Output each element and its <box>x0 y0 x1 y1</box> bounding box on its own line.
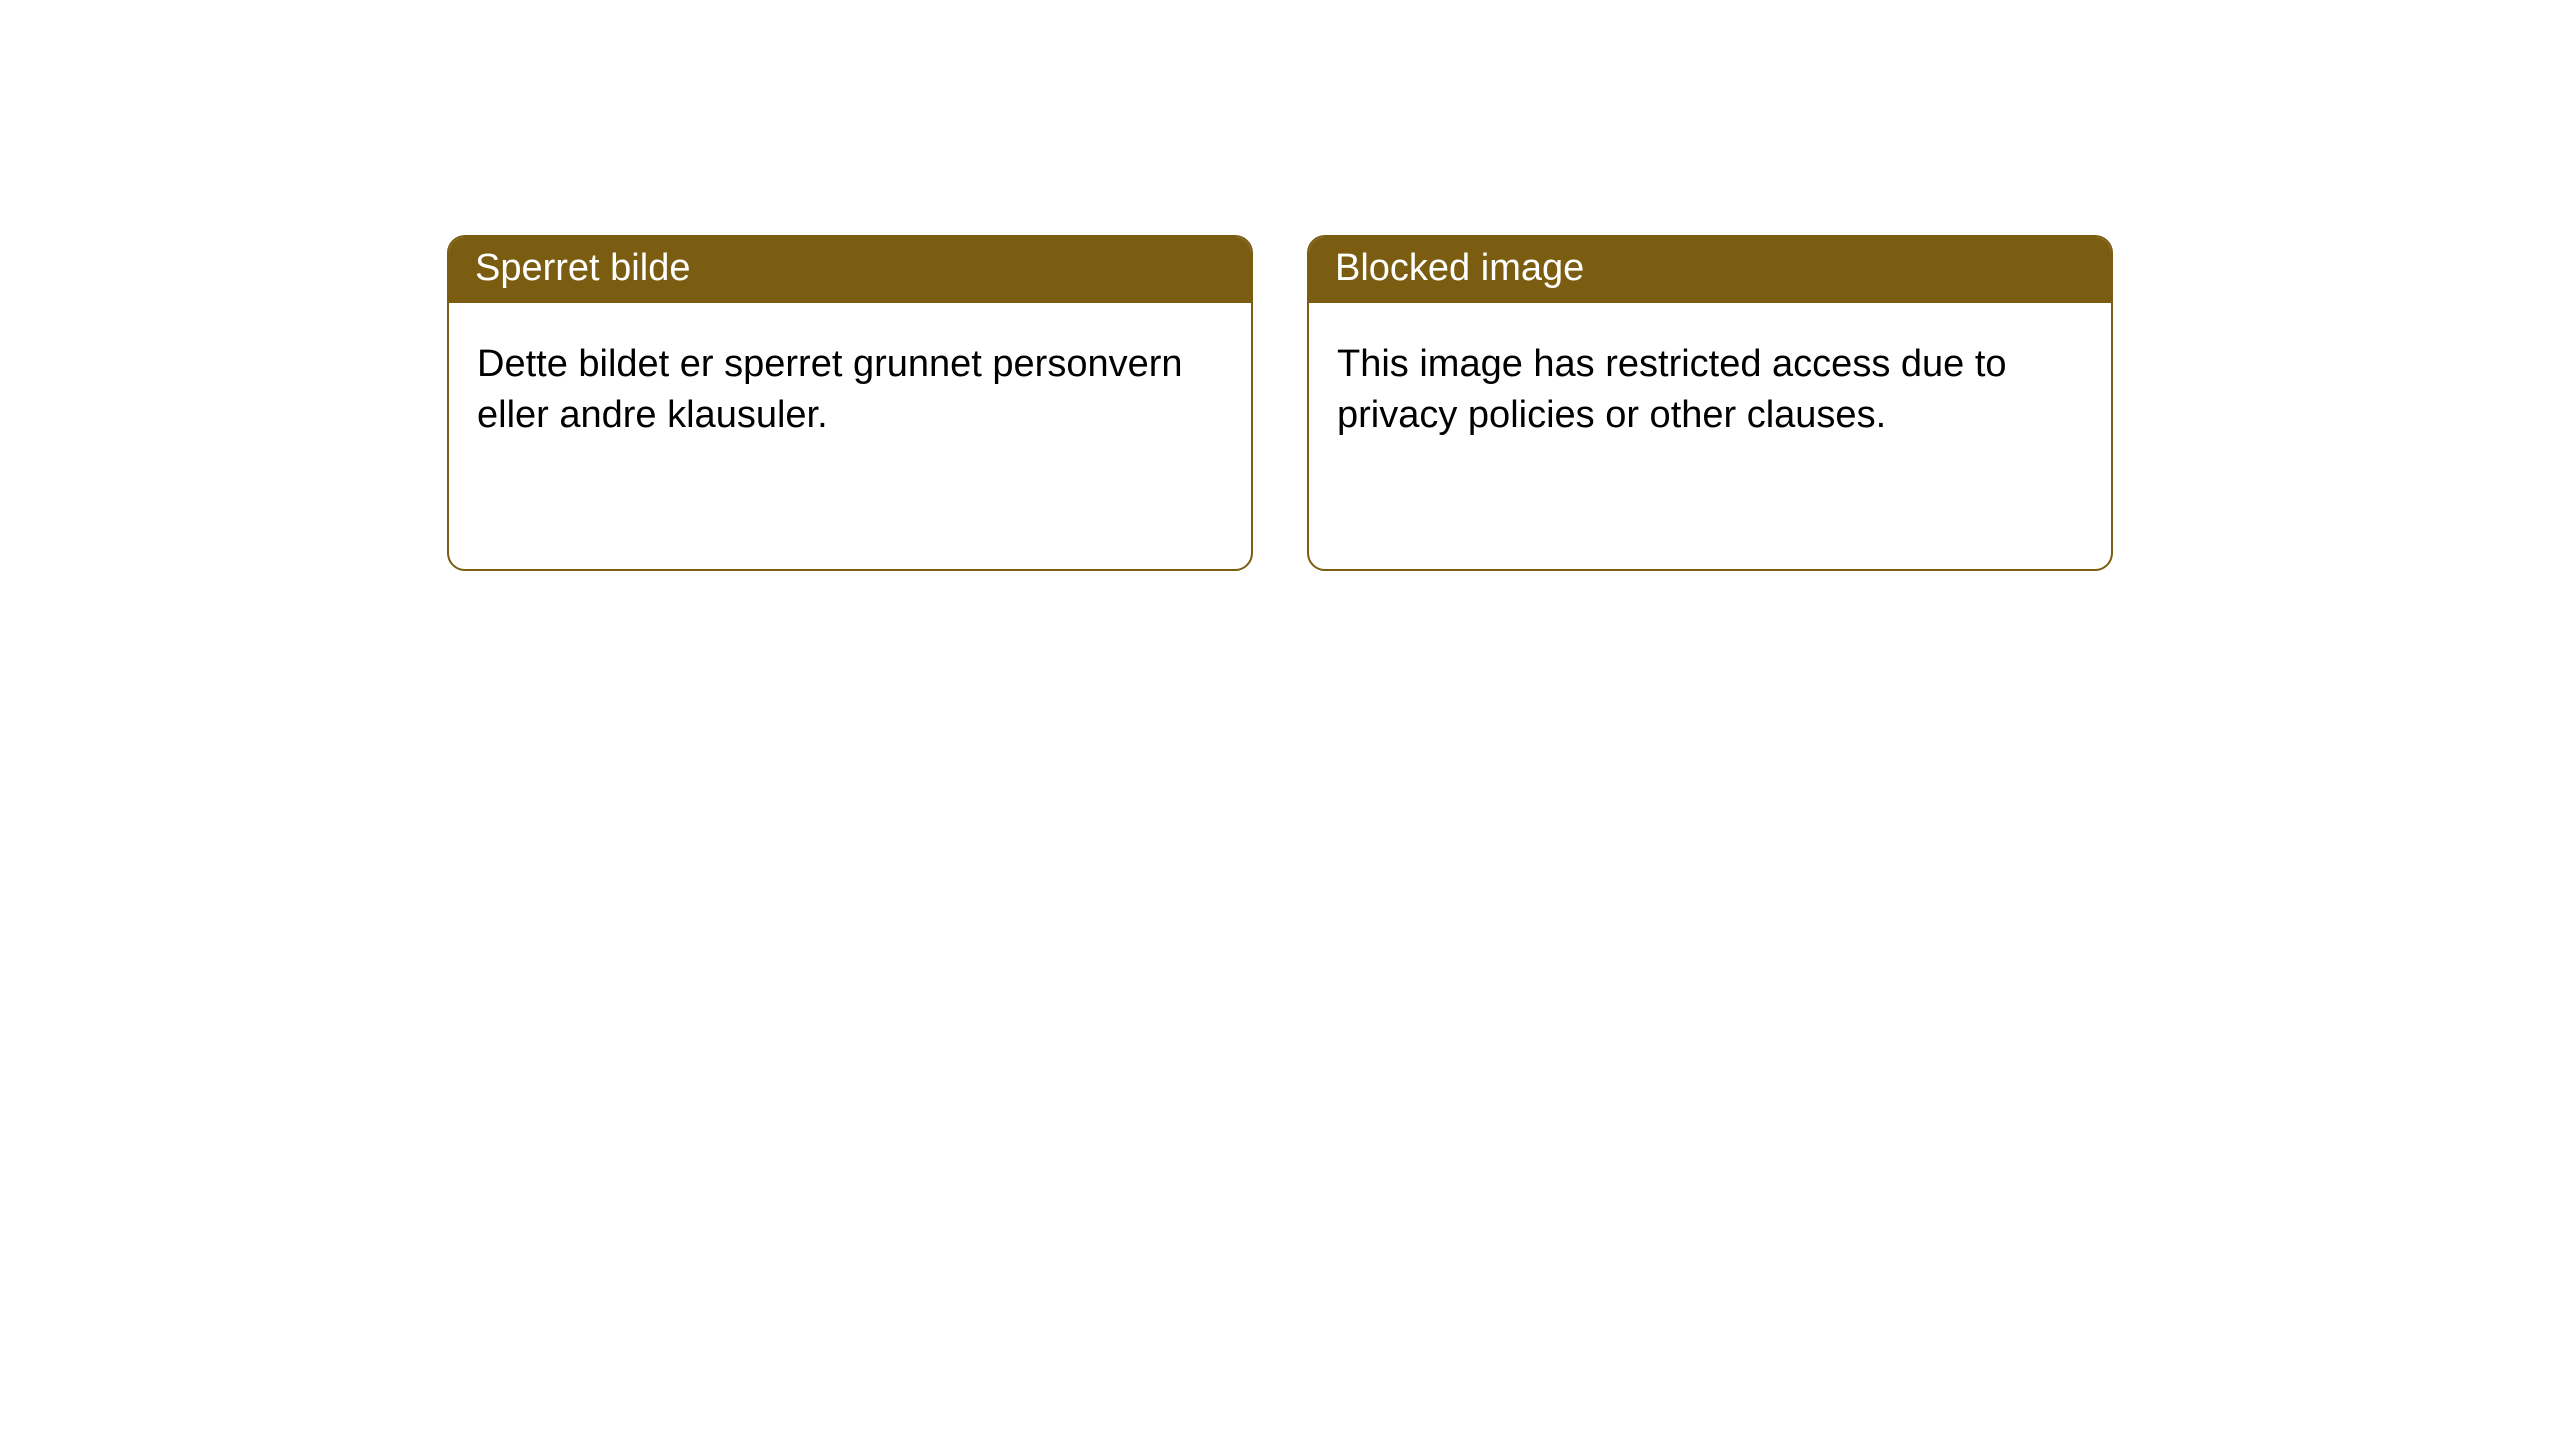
card-container: Sperret bilde Dette bildet er sperret gr… <box>0 0 2560 571</box>
card-body-no: Dette bildet er sperret grunnet personve… <box>449 303 1251 470</box>
card-header-en: Blocked image <box>1309 237 2111 303</box>
blocked-image-card-en: Blocked image This image has restricted … <box>1307 235 2113 571</box>
card-body-en: This image has restricted access due to … <box>1309 303 2111 470</box>
card-header-no: Sperret bilde <box>449 237 1251 303</box>
blocked-image-card-no: Sperret bilde Dette bildet er sperret gr… <box>447 235 1253 571</box>
